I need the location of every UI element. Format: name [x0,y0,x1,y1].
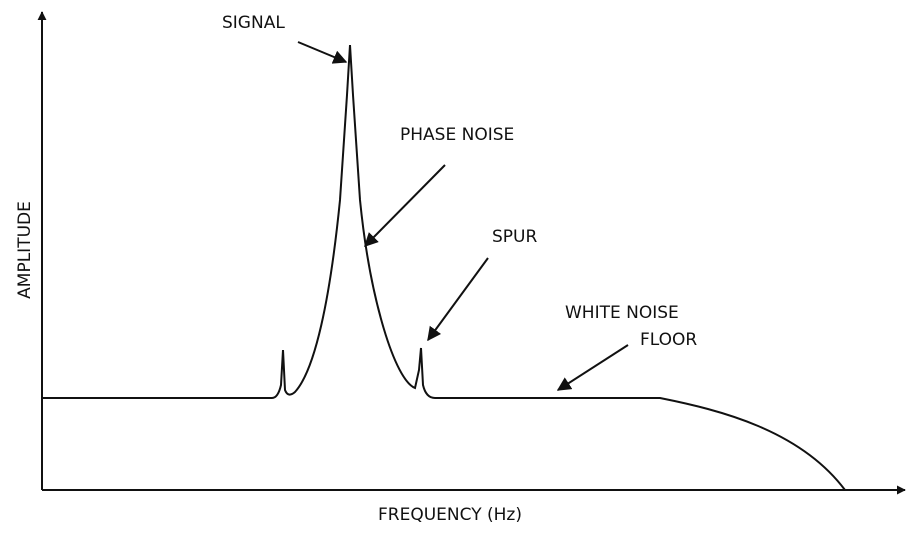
signal-arrow [297,41,348,64]
x-axis-label: FREQUENCY (Hz) [378,505,522,525]
spur-arrow [427,257,489,342]
phase-noise-arrow [364,164,446,247]
phase-noise-label: PHASE NOISE [400,125,514,145]
white-noise-arrow [556,344,629,391]
spur-label: SPUR [492,227,537,247]
white-noise-label-line1: WHITE NOISE [565,303,679,323]
white-noise-label-line2: FLOOR [640,330,697,350]
signal-label: SIGNAL [222,13,285,33]
y-axis-label: AMPLITUDE [15,201,35,299]
spectrum-curve [42,44,846,491]
